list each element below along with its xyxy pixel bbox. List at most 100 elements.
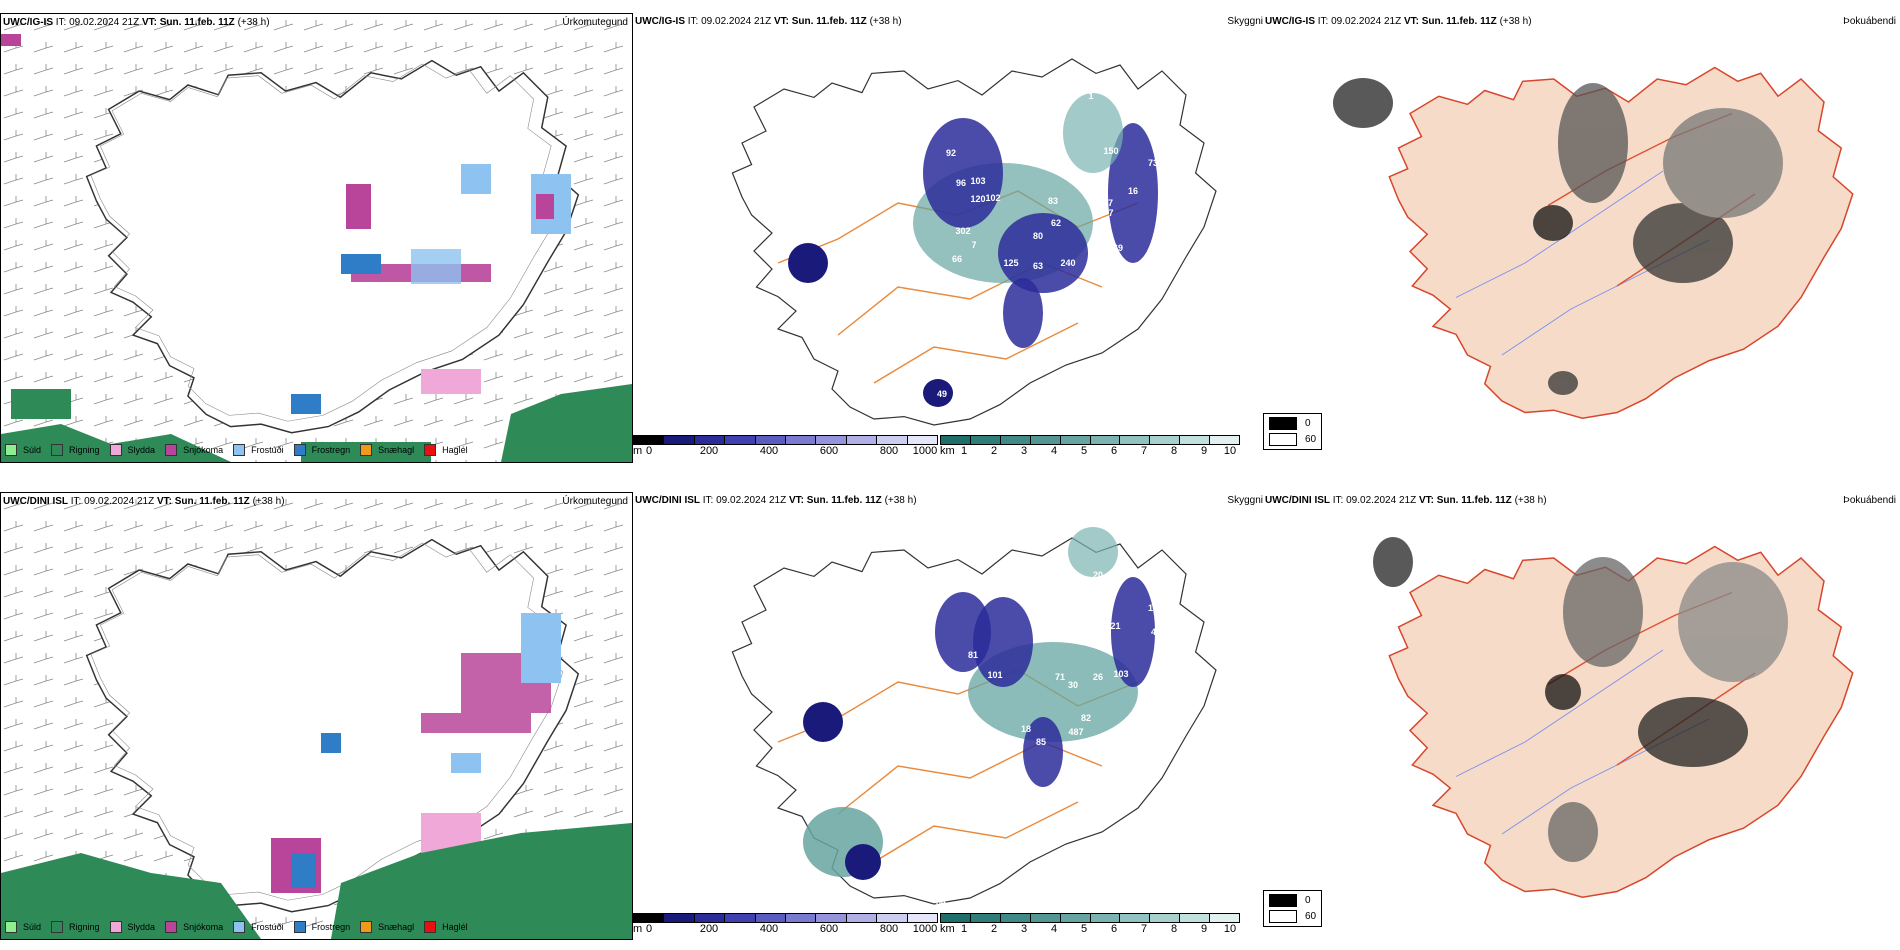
fog-swatch [1269, 433, 1297, 446]
scale-segment [786, 436, 817, 444]
scale-tick: 800 [879, 445, 899, 457]
scale-segment [877, 436, 908, 444]
scale-tick: 10 [1223, 923, 1237, 935]
vis-scale-m: m 0 200 400 600 800 1000 [633, 913, 938, 937]
scale-segment [1030, 914, 1061, 922]
scale-segment [1120, 436, 1151, 444]
visibility-value-label: 53 [1062, 330, 1074, 340]
visibility-value-label: 121 [1105, 621, 1121, 631]
panel-title: UWC/DINI ISL IT: 09.02.2024 21Z VT: Sun.… [3, 496, 285, 507]
legend-item-rigning: Rigning [51, 921, 100, 933]
scale-tick: 1 [960, 923, 968, 935]
scale-bar [940, 435, 1240, 445]
scale-tick: 7 [1140, 923, 1148, 935]
visibility-value-label: 66 [951, 254, 963, 264]
scale-tick: 1000 [912, 923, 938, 935]
scale-unit: m [633, 923, 643, 935]
scale-tick: 4 [1050, 923, 1058, 935]
scale-segment [846, 436, 878, 444]
scale-segment [907, 914, 938, 922]
visibility-value-label: 75 [1085, 792, 1097, 802]
scale-segment [755, 436, 787, 444]
visibility-value-label: 48 [1150, 627, 1162, 637]
legend-swatch [293, 921, 306, 933]
scale-segment [1120, 914, 1151, 922]
visibility-map-bottom [731, 527, 1217, 905]
precip-legend: Súld Rigning Slydda Snjókoma Frostúði Fr… [5, 921, 478, 933]
scale-tick: 2 [990, 445, 998, 457]
visibility-value-label: 26 [1092, 672, 1104, 682]
scale-segment [664, 436, 695, 444]
legend-item-sudd: Súld [5, 921, 41, 933]
scale-segment [907, 436, 938, 444]
legend-swatch [5, 921, 17, 933]
panel-title: UWC/DINI ISL IT: 09.02.2024 21Z VT: Sun.… [635, 495, 917, 506]
precip-type-panel-top: UWC/IG-IS IT: 09.02.2024 21Z VT: Sun. 11… [0, 13, 633, 463]
visibility-value-label: 34 [935, 897, 947, 907]
legend-item-snaehagl: Snæhagl [360, 444, 414, 456]
scale-segment [1000, 436, 1031, 444]
visibility-value-label: 71 [1054, 672, 1066, 682]
scale-tick: 1 [960, 445, 968, 457]
legend-swatch [424, 921, 437, 933]
legend-item-haglel: Haglél [424, 444, 468, 456]
field-name: Skyggni [1227, 495, 1263, 506]
visibility-value-label: 69 [1112, 243, 1124, 253]
panel-title: UWC/DINI ISL IT: 09.02.2024 21Z VT: Sun.… [1265, 495, 1547, 506]
scale-tick: 600 [819, 923, 839, 935]
fog-panel-top: UWC/IG-IS IT: 09.02.2024 21Z VT: Sun. 11… [1263, 13, 1900, 463]
scale-tick: 5 [1080, 445, 1088, 457]
scale-tick: 3 [1020, 445, 1028, 457]
scale-segment [1030, 436, 1061, 444]
scale-segment [816, 436, 847, 444]
scale-tick: 5 [1080, 923, 1088, 935]
scale-tick: 10 [1223, 445, 1237, 457]
scale-segment [634, 436, 665, 444]
legend-item-rigning: Rigning [51, 444, 100, 456]
scale-segment [725, 914, 756, 922]
visibility-value-label: 81 [967, 650, 979, 660]
scale-tick: 9 [1200, 445, 1208, 457]
precip-legend: Súld Rigning Slydda Snjókoma Frostúði Fr… [5, 444, 478, 456]
field-name: Úrkomutegund [562, 17, 628, 28]
fog-areas-top [1333, 78, 1783, 395]
scale-tick: 400 [759, 445, 779, 457]
precip-areas-bottom [1, 613, 632, 939]
visibility-value-label: 77 [1117, 266, 1129, 276]
scale-segment [634, 914, 665, 922]
scale-segment [1180, 914, 1211, 922]
visibility-value-label: 114 [921, 870, 937, 880]
scale-segment [846, 914, 878, 922]
legend-swatch [109, 444, 122, 456]
visibility-value-label: 20 [1092, 570, 1104, 580]
legend-item-slydda: Slydda [109, 921, 155, 933]
scale-segment [970, 436, 1001, 444]
visibility-value-label: 16 [1127, 186, 1139, 196]
scale-tick: 8 [1170, 445, 1178, 457]
legend-swatch [109, 921, 122, 933]
visibility-value-label: 82 [1080, 713, 1092, 723]
scale-tick: 200 [699, 923, 719, 935]
scale-tick: 2 [990, 923, 998, 935]
visibility-value-label: 18 [1020, 724, 1032, 734]
visibility-value-label: 92 [945, 148, 957, 158]
fog-map-bottom [1373, 537, 1854, 898]
scale-segment [755, 914, 787, 922]
fog-swatch [1269, 894, 1297, 907]
fog-swatch [1269, 910, 1297, 923]
scale-segment [1210, 436, 1240, 444]
scale-tick: 800 [879, 923, 899, 935]
fog-map-top [1333, 66, 1854, 419]
visibility-value-label: 30 [1067, 680, 1079, 690]
legend-swatch [233, 921, 246, 933]
visibility-value-label: 106 [1103, 757, 1119, 767]
scale-segment [877, 914, 908, 922]
legend-item-snaehagl: Snæhagl [360, 921, 414, 933]
visibility-value-label: 240 [1060, 258, 1076, 268]
legend-swatch [360, 444, 373, 456]
field-name: Úrkomutegund [562, 496, 628, 507]
scale-tick: 3 [1020, 923, 1028, 935]
visibility-value-label: 47 [1057, 812, 1069, 822]
visibility-map-top [731, 58, 1217, 426]
scale-segment [1000, 914, 1031, 922]
